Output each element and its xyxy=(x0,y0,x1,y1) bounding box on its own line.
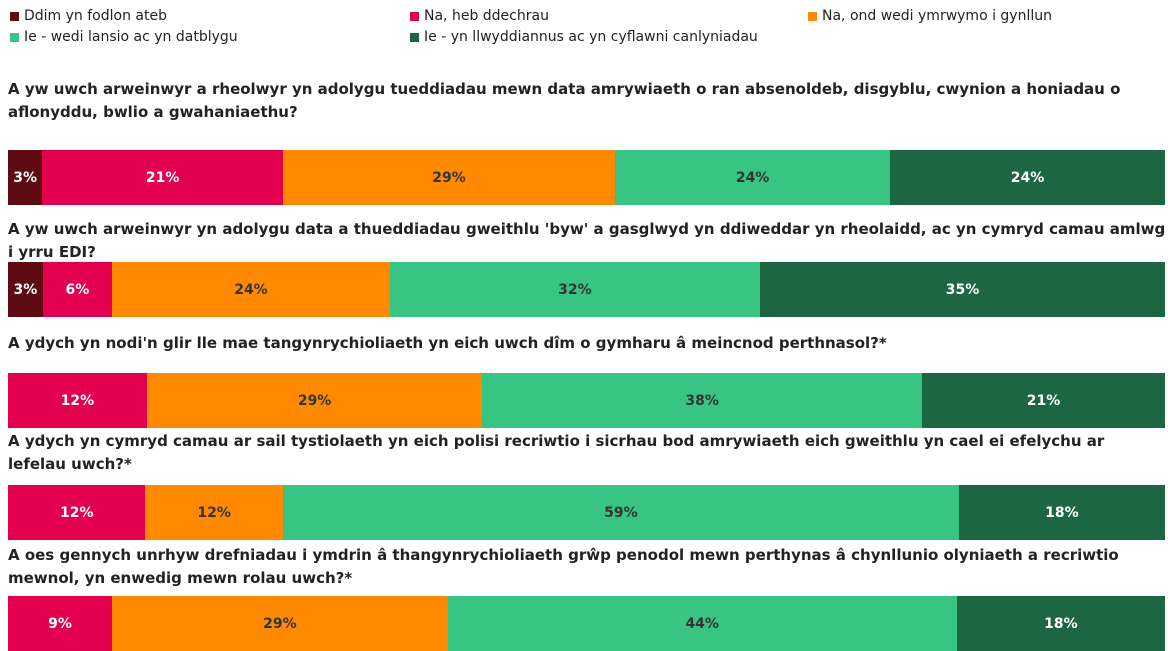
value-label: 29% xyxy=(432,169,466,186)
bar-segment: 35% xyxy=(760,262,1165,317)
legend-label: Ie - yn llwyddiannus ac yn cyflawni canl… xyxy=(424,29,758,45)
bar-segment: 9% xyxy=(8,596,113,651)
legend-label: Na, heb ddechrau xyxy=(424,8,549,24)
legend-item: Ddim yn fodlon ateb xyxy=(10,8,167,24)
legend-swatch xyxy=(808,11,817,21)
value-label: 6% xyxy=(65,281,90,298)
legend-item: Ie - wedi lansio ac yn datblygu xyxy=(10,29,238,45)
bar-segment: 3% xyxy=(8,150,43,205)
value-label: 12% xyxy=(60,392,95,409)
value-label: 3% xyxy=(13,281,38,298)
bar-segment: 24% xyxy=(112,262,390,317)
bar-segment: 3% xyxy=(8,262,43,317)
bar-segment: 24% xyxy=(615,150,891,205)
value-label: 9% xyxy=(48,615,72,632)
bar-segment: 29% xyxy=(146,373,483,428)
question: A ydych yn nodi'n glir lle mae tangynryc… xyxy=(8,334,887,352)
bar-segment: 21% xyxy=(42,150,283,205)
value-label: 21% xyxy=(1026,392,1061,409)
legend-swatch xyxy=(410,32,419,42)
value-label: 44% xyxy=(685,615,719,632)
legend-swatch xyxy=(10,11,19,21)
value-label: 21% xyxy=(145,169,180,186)
value-label: 32% xyxy=(558,281,592,298)
value-label: 38% xyxy=(685,392,719,409)
bar-segment: 44% xyxy=(447,596,957,651)
legend-label: Ddim yn fodlon ateb xyxy=(24,8,167,24)
bar-segment: 12% xyxy=(8,485,146,540)
value-label: 3% xyxy=(13,169,38,186)
bar-segment: 38% xyxy=(482,373,923,428)
value-label: 18% xyxy=(1044,615,1078,632)
bar-segment: 18% xyxy=(956,596,1165,651)
value-label: 24% xyxy=(234,281,268,298)
bar-segment: 6% xyxy=(42,262,113,317)
bar-segment: 18% xyxy=(958,485,1165,540)
legend-item: Ie - yn llwyddiannus ac yn cyflawni canl… xyxy=(410,29,758,45)
value-label: 12% xyxy=(59,504,94,521)
legend-label: Na, ond wedi ymrwymo i gynllun xyxy=(822,8,1052,24)
legend-item: Na, heb ddechrau xyxy=(410,8,549,24)
legend-swatch xyxy=(410,11,419,21)
question: A oes gennych unrhyw drefniadau i ymdrin… xyxy=(8,546,1119,587)
value-label: 29% xyxy=(263,615,297,632)
value-label: 18% xyxy=(1045,504,1079,521)
value-label: 24% xyxy=(735,169,770,186)
question: A yw uwch arweinwyr yn adolygu data a th… xyxy=(8,220,1166,261)
bar-segment: 12% xyxy=(8,373,147,428)
bar-segment: 12% xyxy=(145,485,283,540)
question: A yw uwch arweinwyr a rheolwyr yn adolyg… xyxy=(8,80,1121,121)
bar-segment: 21% xyxy=(922,373,1165,428)
bar-segment: 32% xyxy=(389,262,761,317)
legend-swatch xyxy=(10,32,19,42)
value-label: 29% xyxy=(297,392,332,409)
legend-item: Na, ond wedi ymrwymo i gynllun xyxy=(808,8,1052,24)
bar-segment: 29% xyxy=(282,150,616,205)
question: A ydych yn cymryd camau ar sail tystiola… xyxy=(8,432,1105,473)
value-label: 12% xyxy=(197,504,231,521)
bar-segment: 29% xyxy=(112,596,448,651)
bar-segment: 59% xyxy=(282,485,959,540)
value-label: 24% xyxy=(1010,169,1045,186)
legend-label: Ie - wedi lansio ac yn datblygu xyxy=(24,29,238,45)
bar-segment: 24% xyxy=(890,150,1165,205)
value-label: 35% xyxy=(945,281,980,298)
value-label: 59% xyxy=(604,504,638,521)
